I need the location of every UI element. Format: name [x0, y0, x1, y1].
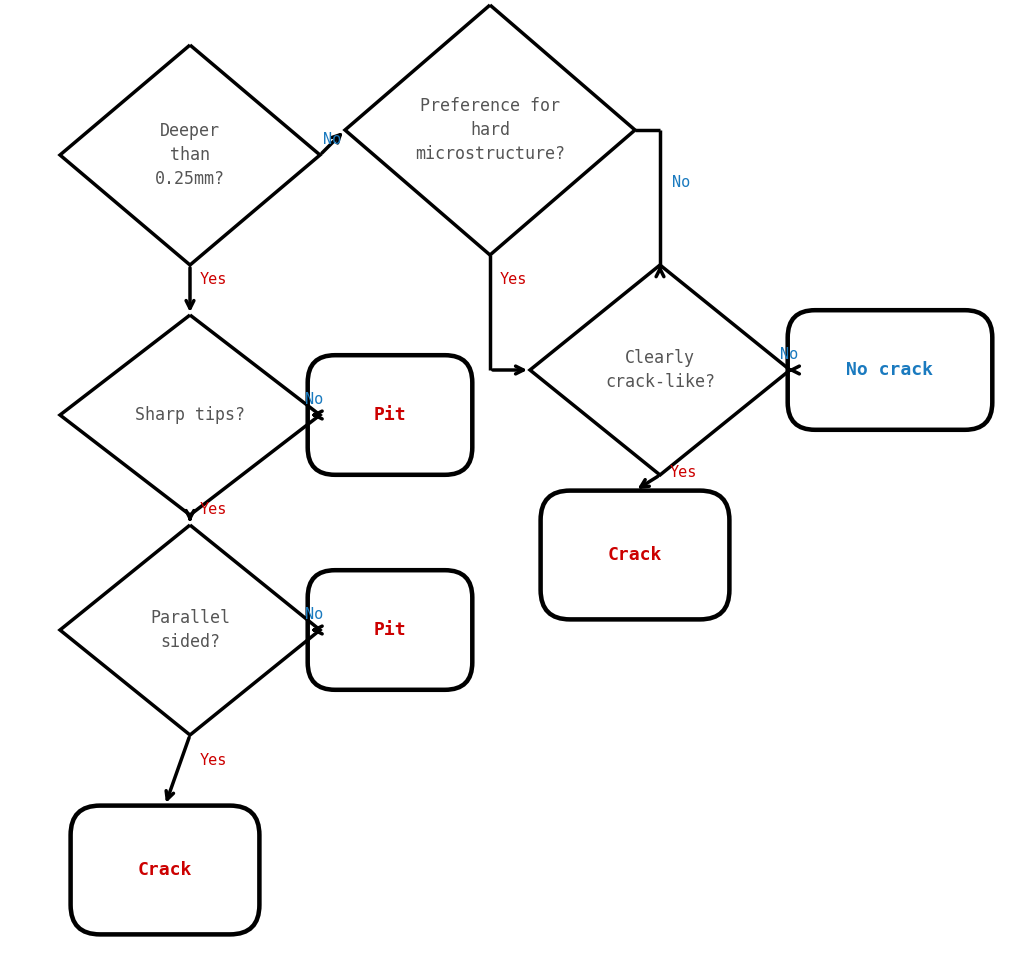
- FancyBboxPatch shape: [307, 356, 472, 474]
- FancyBboxPatch shape: [787, 310, 992, 430]
- Text: No: No: [305, 607, 323, 622]
- Text: Yes: Yes: [200, 273, 227, 287]
- Text: Yes: Yes: [500, 273, 527, 287]
- Text: No: No: [672, 175, 690, 190]
- Text: Crack: Crack: [608, 546, 663, 564]
- Text: Deeper
than
0.25mm?: Deeper than 0.25mm?: [155, 123, 225, 188]
- Text: No: No: [324, 132, 342, 147]
- Text: Sharp tips?: Sharp tips?: [135, 406, 245, 424]
- FancyBboxPatch shape: [307, 570, 472, 690]
- Text: No crack: No crack: [847, 361, 934, 379]
- Text: Preference for
hard
microstructure?: Preference for hard microstructure?: [415, 97, 565, 163]
- Text: Clearly
crack-like?: Clearly crack-like?: [605, 350, 715, 391]
- Text: Yes: Yes: [200, 503, 227, 517]
- FancyBboxPatch shape: [71, 805, 259, 934]
- Text: Pit: Pit: [374, 406, 407, 424]
- Text: No: No: [305, 392, 323, 407]
- Text: Parallel
sided?: Parallel sided?: [150, 609, 230, 651]
- Text: Yes: Yes: [200, 753, 227, 768]
- Text: Crack: Crack: [138, 861, 193, 879]
- Text: Pit: Pit: [374, 621, 407, 639]
- Text: Yes: Yes: [670, 466, 697, 480]
- Text: No: No: [779, 347, 798, 362]
- FancyBboxPatch shape: [541, 491, 729, 619]
